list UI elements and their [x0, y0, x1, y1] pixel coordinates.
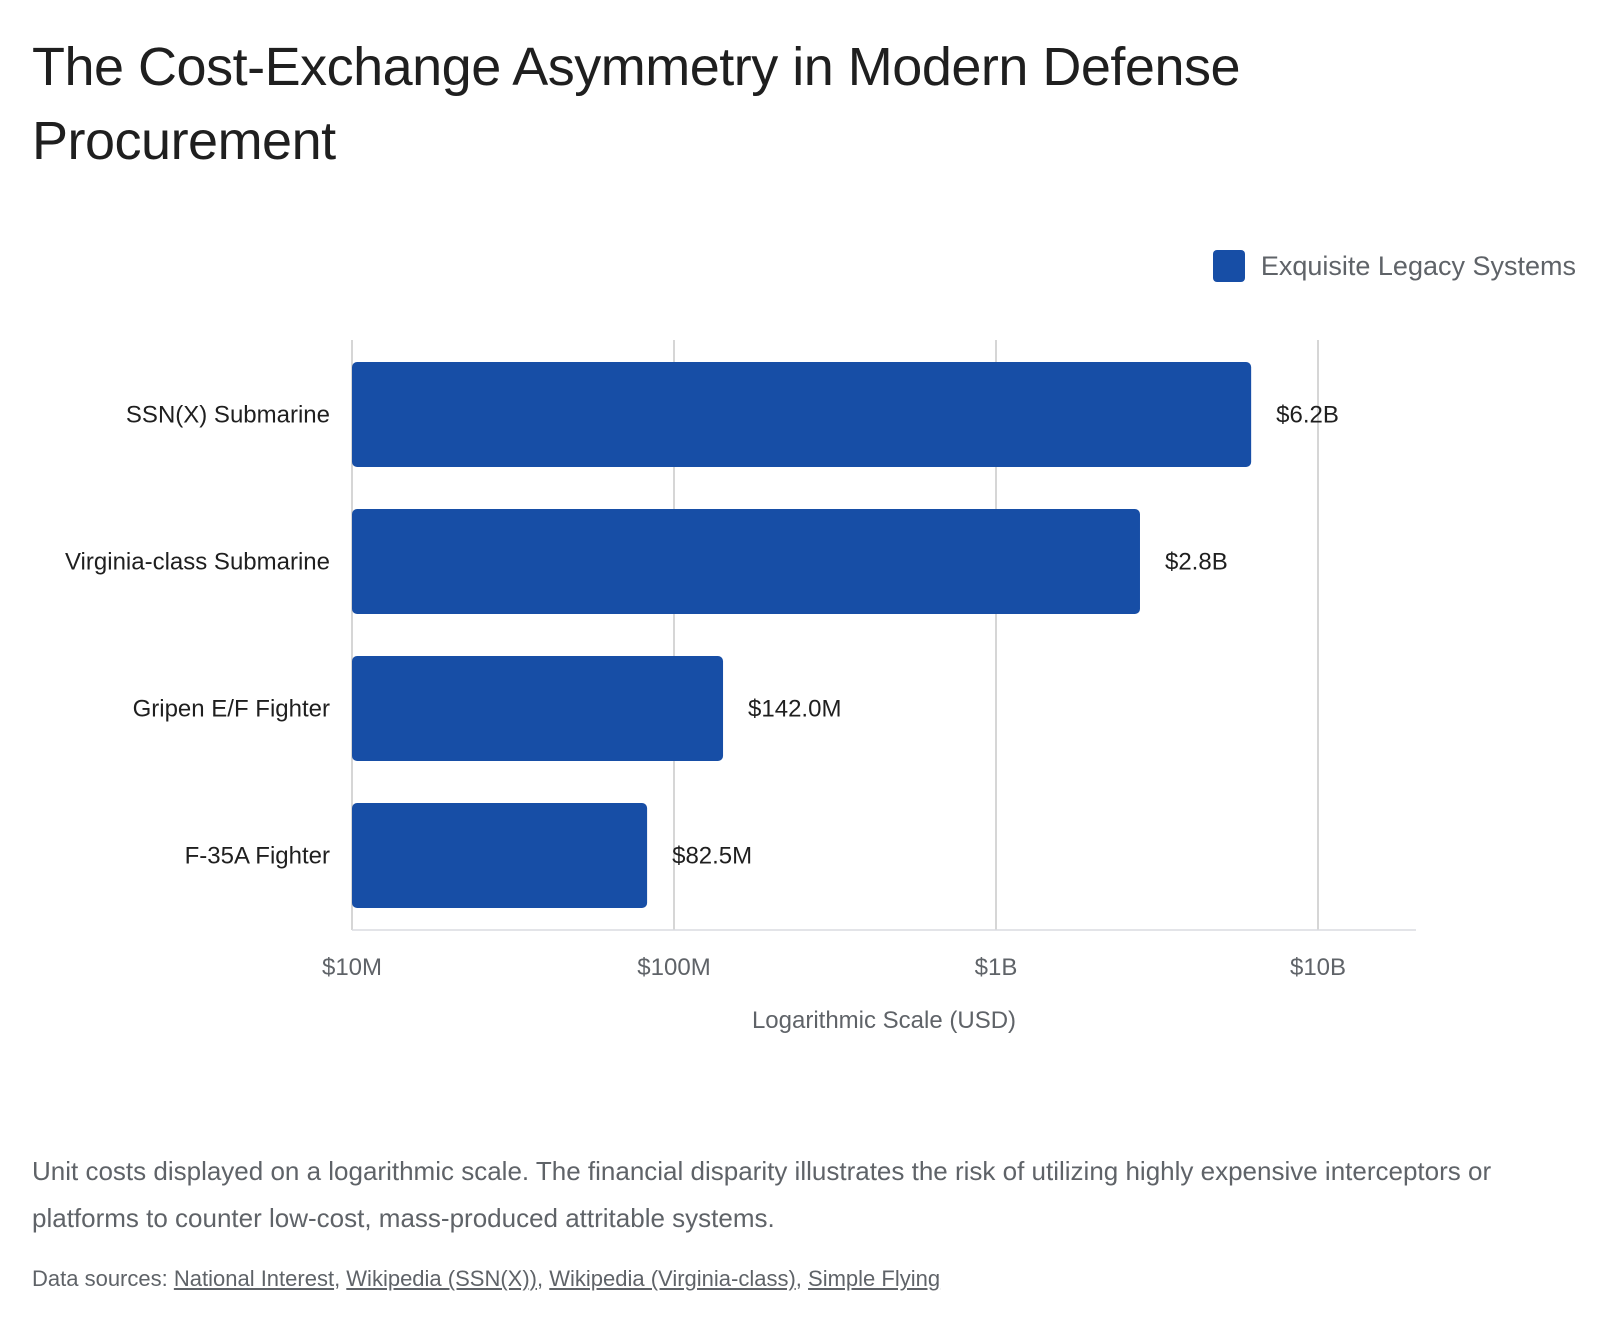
source-link-simple-flying[interactable]: Simple Flying — [808, 1266, 941, 1291]
legend-swatch — [1212, 250, 1245, 282]
category-label: Virginia-class Submarine — [65, 549, 330, 576]
x-axis-title: Logarithmic Scale (USD) — [752, 1007, 1016, 1034]
x-tick-label: $10B — [1290, 954, 1346, 981]
x-tick-label: $10M — [322, 954, 382, 981]
bar — [352, 509, 1140, 614]
source-link-wikipedia-ssnx[interactable]: Wikipedia (SSN(X)) — [346, 1266, 537, 1291]
x-tick-label: $1B — [975, 954, 1018, 981]
source-link-national-interest[interactable]: National Interest — [173, 1266, 335, 1291]
category-label: Gripen E/F Fighter — [133, 696, 330, 723]
data-label: $82.5M — [672, 843, 752, 870]
legend: Exquisite Legacy Systems — [1212, 250, 1576, 282]
bar — [352, 362, 1252, 467]
bar — [352, 803, 648, 908]
chart-title: The Cost-Exchange Asymmetry in Modern De… — [32, 37, 1241, 171]
chart-note: Unit costs displayed on a logarithmic sc… — [32, 1156, 1492, 1233]
sources-prefix: Data sources: — [32, 1266, 168, 1291]
legend-label: Exquisite Legacy Systems — [1260, 250, 1576, 281]
category-label: F-35A Fighter — [185, 843, 330, 870]
bar-chart: $10M $100M $1B $10B Logarithmic Scale (USD) S… — [65, 340, 1416, 1034]
data-label: $142.0M — [748, 696, 841, 723]
x-tick-label: $100M — [637, 954, 710, 981]
data-label: $2.8B — [1165, 549, 1228, 576]
source-link-wikipedia-virginia[interactable]: Wikipedia (Virginia-class) — [549, 1266, 796, 1291]
category-label: SSN(X) Submarine — [126, 402, 330, 429]
data-label: $6.2B — [1276, 402, 1339, 429]
data-sources: Data sources: National Interest, Wikiped… — [32, 1266, 941, 1291]
bar — [352, 656, 724, 761]
